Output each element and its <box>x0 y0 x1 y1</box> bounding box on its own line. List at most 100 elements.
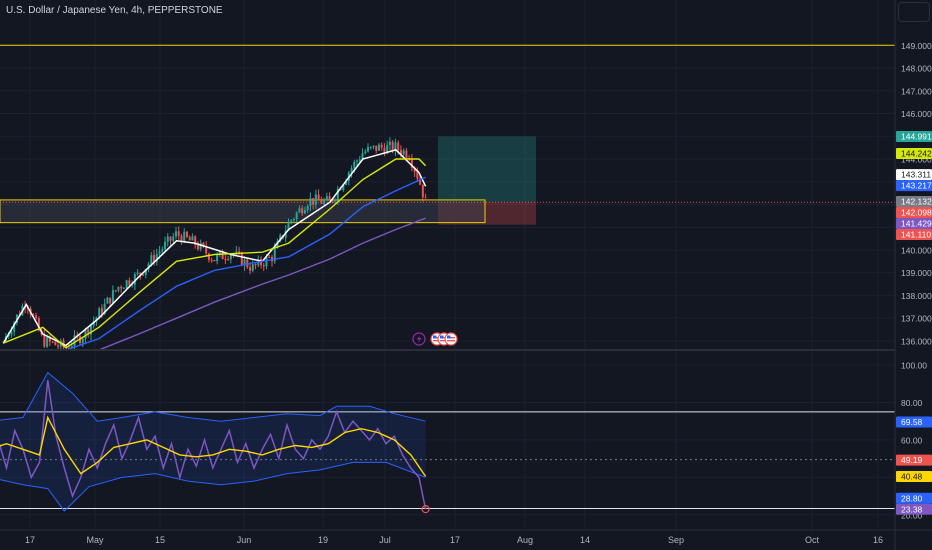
ma-blue-line[interactable] <box>66 176 426 350</box>
candle-down <box>32 314 35 316</box>
candle-down <box>109 297 112 304</box>
candle-up <box>218 251 221 255</box>
candle-down <box>317 194 320 201</box>
price-label: 143.217 <box>901 181 932 191</box>
candle-down <box>210 259 213 261</box>
candle-up <box>361 153 364 160</box>
price-label-bg <box>896 147 932 159</box>
event-icons[interactable] <box>412 332 458 346</box>
candle-down <box>397 142 400 150</box>
candle-up <box>172 236 175 241</box>
candle-down <box>87 329 90 335</box>
candle-down <box>48 337 51 342</box>
price-label-bg <box>896 217 932 229</box>
bb-upper-line[interactable] <box>0 371 426 422</box>
candle-up <box>345 180 348 185</box>
candle-up <box>122 287 125 289</box>
candle-down <box>227 259 230 261</box>
candle-down <box>213 259 216 262</box>
candle-up <box>303 210 306 214</box>
price-pane[interactable] <box>0 44 895 353</box>
candle-up <box>367 147 369 152</box>
candle-down <box>399 149 402 155</box>
time-tick-label: 17 <box>450 535 460 545</box>
candle-down <box>169 236 172 241</box>
candle-down <box>383 147 386 154</box>
target-zone[interactable] <box>438 136 536 203</box>
candle-up <box>15 314 18 323</box>
ma-yellow-line[interactable] <box>2 158 427 349</box>
us-flag-icon[interactable] <box>444 332 458 346</box>
bb-lower-line[interactable] <box>0 461 426 512</box>
rsi-ma-line[interactable] <box>0 415 427 477</box>
candle-up <box>287 221 290 231</box>
price-label-bg <box>896 169 932 181</box>
rsi-line[interactable] <box>0 379 427 510</box>
candle-down <box>128 280 131 286</box>
candle-up <box>131 284 134 286</box>
candle-down <box>410 159 413 168</box>
candle-up <box>150 255 153 265</box>
time-tick-label: Jul <box>379 535 391 545</box>
rsi-tick-label: 100.00 <box>901 361 927 371</box>
price-axis[interactable]: 136.000137.000138.000139.000140.000141.0… <box>894 0 932 550</box>
candle-up <box>199 242 202 250</box>
candle-up <box>164 241 167 250</box>
time-axis[interactable]: 17 May 15 Jun 19 Jul 17 Aug 14 Sep Oct 16 <box>0 529 932 545</box>
support-zone[interactable] <box>0 199 486 224</box>
candle-up <box>388 141 391 146</box>
candle-up <box>73 335 76 347</box>
candle-up <box>117 286 120 291</box>
candle-down <box>268 256 271 258</box>
time-tick-label: Sep <box>668 535 684 545</box>
price-tick-label: 138.000 <box>901 291 932 301</box>
candle-up <box>350 168 353 173</box>
candle-down <box>246 259 249 268</box>
rsi-value-label-bg <box>896 470 932 482</box>
candle-down <box>301 208 304 214</box>
candle-up <box>111 290 114 304</box>
ma-white-line[interactable] <box>2 149 427 347</box>
time-tick-label: 16 <box>873 535 883 545</box>
candle-down <box>320 200 323 204</box>
candle-down <box>205 246 208 254</box>
rsi-alert-marker[interactable] <box>421 505 430 514</box>
chart-menu-button[interactable] <box>898 2 930 22</box>
candle-down <box>114 290 117 292</box>
candle-up <box>133 274 136 285</box>
rsi-pane[interactable] <box>0 371 895 514</box>
candle-up <box>369 146 372 148</box>
candle-up <box>136 272 139 275</box>
candle-up <box>276 241 279 249</box>
price-label: 142.132 <box>901 196 932 206</box>
candle-down <box>142 274 145 276</box>
candle-down <box>188 237 191 241</box>
candle-up <box>216 254 219 262</box>
candle-up <box>336 188 339 200</box>
candle-up <box>394 142 397 152</box>
price-tick-label: 146.000 <box>901 109 932 119</box>
candle-up <box>402 150 405 155</box>
candle-down <box>254 264 257 266</box>
candle-up <box>125 280 128 288</box>
candle-up <box>279 235 282 242</box>
ma-purple-line[interactable] <box>99 217 426 350</box>
candle-down <box>57 345 60 347</box>
candle-down <box>139 272 142 275</box>
candle-up <box>265 256 268 267</box>
candle-down <box>419 178 422 185</box>
candle-up <box>306 205 309 211</box>
candle-down <box>224 259 227 261</box>
price-label: 144.991 <box>901 131 932 141</box>
price-label: 141.429 <box>901 218 932 228</box>
candle-up <box>89 325 92 335</box>
symbol-title[interactable]: U.S. Dollar / Japanese Yen, 4h, PEPPERST… <box>6 5 223 16</box>
candle-up <box>325 196 328 200</box>
candle-up <box>183 231 186 243</box>
candle-up <box>191 236 194 241</box>
candle-up <box>372 145 375 147</box>
price-label-bg <box>896 180 932 192</box>
time-tick-label: 17 <box>25 535 35 545</box>
candle-down <box>177 231 180 236</box>
